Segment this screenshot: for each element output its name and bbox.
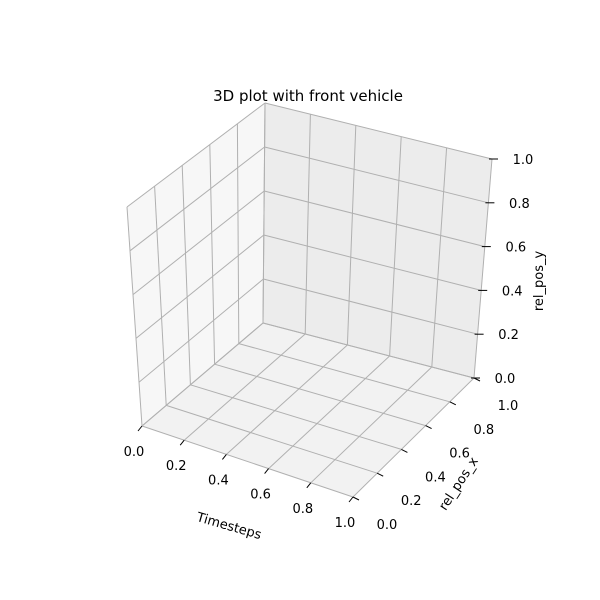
x-tick [306,482,312,489]
y-grid-line-floor [238,343,450,403]
y-grid-line-floor [190,384,402,450]
x-tick [264,468,269,474]
y-tick [449,401,457,406]
tick-layer [137,158,498,503]
y-grid-line-leftwall [126,206,143,427]
left-wall-pane [127,103,265,426]
y-tick-label: 0.2 [401,494,422,509]
x-grid-line-backwall [431,147,448,368]
z-tick-label: 0.6 [505,241,526,256]
x-grid-line-floor [268,355,390,469]
z-grid-line-leftwall [138,278,264,383]
z-grid-line-leftwall [135,234,265,339]
x-tick [137,425,143,432]
y-tick-label: 0.6 [449,447,470,462]
x-grid-line-backwall [346,125,357,346]
z-tick-label: 0.0 [495,372,516,387]
x-tick-label: 0.4 [208,473,229,488]
y-tick-label: 0.8 [473,423,494,438]
y-grid-line-leftwall [209,144,216,365]
x-tick-label: 1.0 [335,516,356,531]
z-grid-line-leftwall [141,322,264,427]
z-grid-line-leftwall [126,102,266,208]
y-tick [376,472,384,477]
y-grid-line-floor [141,425,354,498]
z-grid-line-backwall [262,322,475,379]
grid-layer [126,102,493,498]
y-tick-label: 1.0 [498,399,519,414]
z-grid-line-backwall [264,146,489,204]
z-tick-label: 0.8 [509,197,530,212]
x-tick [222,454,227,460]
z-grid-line-backwall [263,278,478,335]
z-tick-label: 1.0 [513,153,534,168]
y-grid-line-leftwall [236,123,240,344]
x-axis-label: Timesteps [194,510,263,543]
z-grid-line-backwall [264,102,493,160]
y-tick [425,425,432,430]
z-grid-line-leftwall [132,190,265,295]
x-tick-label: 0.8 [292,502,313,517]
back-wall-pane [263,103,492,378]
z-tick-label: 0.2 [498,328,519,343]
z-grid-line-leftwall [129,146,265,252]
z-grid-line-backwall [264,190,485,248]
x-grid-line-backwall [304,114,311,335]
z-grid-line-backwall [263,234,482,291]
x-tick-label: 0.6 [250,488,271,503]
y-tick [401,448,408,453]
tick-label-layer: 0.00.20.40.60.81.0 0.00.20.40.60.81.00.00… [124,153,534,533]
y-grid-line-leftwall [181,165,191,385]
chart-title: 3D plot with front vehicle [213,87,403,105]
x-tick-label: 0.0 [124,445,145,460]
x-grid-line-floor [352,377,475,498]
x-grid-line-floor [310,366,433,484]
x-grid-line-floor [183,333,306,441]
x-tick [179,439,185,446]
x-tick-label: 0.2 [166,459,187,474]
z-tick-label: 0.4 [502,284,523,299]
x-tick [348,496,354,503]
y-grid-line-floor [214,363,426,427]
x-grid-line-floor [226,344,348,455]
x-grid-line-backwall [473,158,493,379]
y-grid-line-leftwall [262,102,266,324]
y-grid-line-floor [166,404,378,474]
y-tick-label: 0.4 [425,470,446,485]
z-axis-label: rel_pos_y [532,251,547,312]
y-tick [352,496,360,501]
x-grid-line-backwall [389,136,402,357]
y-tick-label: 0.0 [377,518,398,533]
y-grid-line-leftwall [154,186,167,406]
